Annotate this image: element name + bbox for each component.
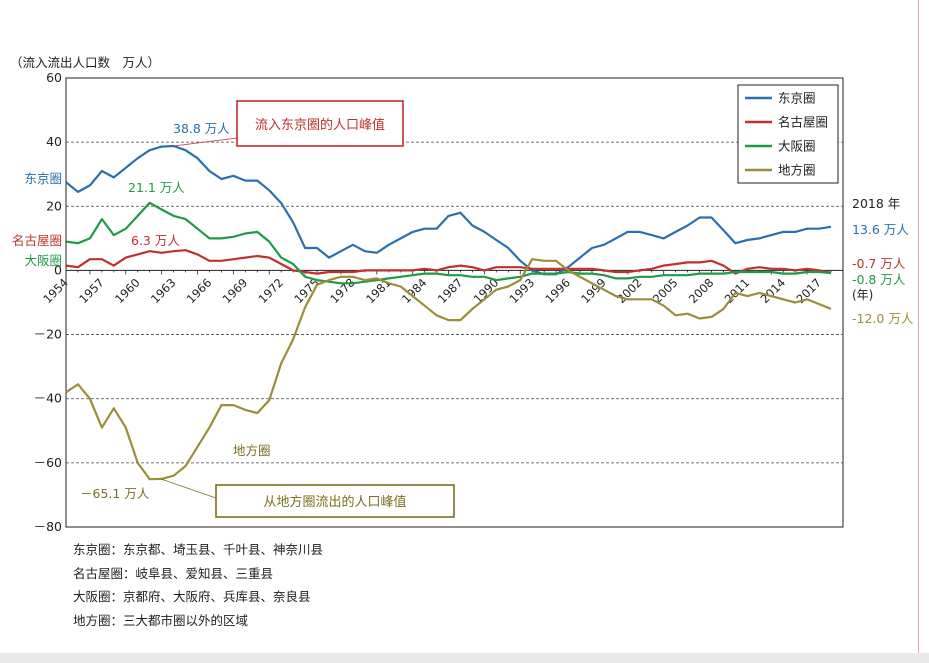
x-tick-label: 2014: [758, 275, 789, 306]
x-tick-label: 1969: [220, 275, 251, 306]
callout-box-tokyo: [236, 100, 404, 147]
legend-label: 地方圈: [778, 163, 816, 178]
note-tokyo: 东京圈：东京都、埼玉县、千叶县、神奈川县: [73, 542, 324, 557]
x-tick-label: 1966: [184, 275, 215, 306]
x-tick-label: 1960: [112, 275, 143, 306]
note-osaka: 大阪圈：京都府、大阪府、兵库县、奈良县: [73, 589, 311, 604]
callout-leader-line-regional: [161, 478, 217, 499]
series-line-1: [65, 249, 832, 275]
legend-label: 名古屋圈: [778, 115, 828, 130]
annotation-regional-peak: －65.1 万人: [80, 486, 150, 501]
callout-text-regional: 从地方圈流出的人口峰值: [263, 494, 406, 510]
x-tick-label: 1963: [148, 275, 179, 306]
series-end-label: -12.0 万人: [852, 311, 914, 326]
x-tick-label: 1984: [399, 275, 430, 306]
y-tick-label: 20: [46, 198, 62, 213]
annotation-end-year: 2018 年: [852, 196, 900, 211]
y-tick-label: 60: [46, 70, 62, 85]
series-line-2: [65, 201, 832, 285]
series-side-label: 东京圈: [24, 171, 62, 186]
x-tick-label: 1957: [76, 275, 107, 306]
annotation-osaka-peak: 21.1 万人: [128, 180, 185, 195]
note-nagoya: 名古屋圈：岐阜县、爱知县、三重县: [73, 565, 274, 581]
plot-frame: [65, 77, 844, 528]
callout-text-tokyo: 流入东京圈的人口峰值: [255, 117, 385, 133]
annotation-tokyo-peak: 38.8 万人: [173, 121, 230, 136]
series-line-0: [65, 144, 832, 276]
series-line-3: [65, 258, 832, 481]
bottom-strip: [0, 653, 929, 663]
legend-box: [737, 84, 839, 184]
annotation-nagoya-peak: 6.3 万人: [131, 233, 180, 248]
y-tick-label: －20: [34, 327, 62, 342]
series-side-label: 名古屋圈: [12, 233, 62, 248]
region-notes: 东京圈：东京都、埼玉县、千叶县、神奈川县 名古屋圈：岐阜县、爱知县、三重县 大阪…: [73, 538, 323, 632]
series-side-label: 大阪圈: [24, 253, 62, 268]
series-end-label: -0.8 万人: [852, 272, 906, 287]
callout-box-regional: [215, 484, 455, 518]
page-edge-rule: [918, 0, 919, 663]
y-tick-label: －40: [34, 391, 62, 406]
note-regional: 地方圈：三大都市圈以外的区域: [73, 612, 249, 628]
y-tick-label: 0: [54, 262, 62, 277]
x-axis-unit-label: (年): [852, 288, 873, 302]
x-tick-label: 1993: [507, 275, 538, 306]
series-end-label: 13.6 万人: [852, 222, 909, 237]
series-end-label: -0.7 万人: [852, 256, 906, 271]
y-tick-label: －60: [34, 455, 62, 470]
legend-label: 大阪圈: [778, 139, 816, 154]
x-tick-label: 1996: [542, 275, 573, 306]
x-tick-label: 2011: [722, 275, 753, 306]
annotation-regional-series-label: 地方圈: [233, 443, 271, 458]
callout-leader-line-tokyo: [173, 137, 238, 147]
x-tick-label: 1972: [256, 275, 287, 306]
x-tick-label: 2008: [686, 275, 717, 306]
y-axis-unit-label: （流入流出人口数 万人）: [10, 55, 161, 70]
legend-label: 东京圈: [778, 91, 816, 106]
y-tick-label: 40: [46, 134, 62, 149]
y-tick-label: －80: [34, 519, 62, 534]
x-tick-label: 1987: [435, 275, 466, 306]
x-tick-label: 2002: [614, 275, 645, 306]
